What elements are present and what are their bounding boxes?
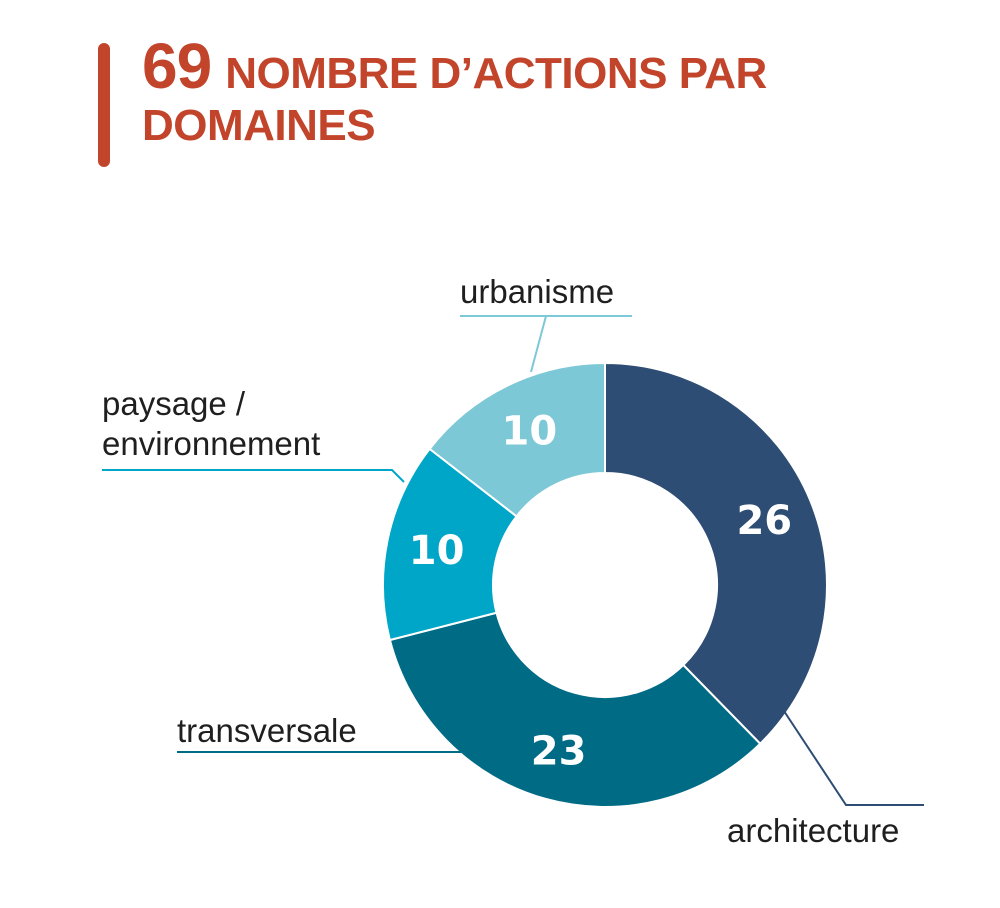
leader-line-urbanisme [460,315,632,373]
slice-architecture [604,361,828,746]
slice-paysage-environnement [382,447,518,642]
category-label-transversale: transversale [177,712,357,749]
chart-title: 69 NOMBRE D’ACTIONS PAR DOMAINES [142,34,962,152]
title-accent-bar [98,43,110,167]
slice-value-urbanisme: 10 [502,409,558,455]
category-label-urbanisme: urbanisme [460,273,614,310]
slice-value-paysage-environnement: 10 [409,528,465,574]
category-label-architecture: architecture [727,812,899,849]
title-number: 69 [142,30,212,102]
title-text: NOMBRE D’ACTIONS PAR DOMAINES [142,49,767,150]
slice-value-architecture: 26 [736,498,792,544]
slice-transversale [388,611,762,808]
category-label-paysage-environnement: paysage / environnement [102,385,320,462]
slice-urbanisme [428,361,606,518]
slice-value-transversale: 23 [531,729,587,775]
leader-line-architecture [781,707,924,806]
leader-line-paysage-environnement [102,469,405,483]
